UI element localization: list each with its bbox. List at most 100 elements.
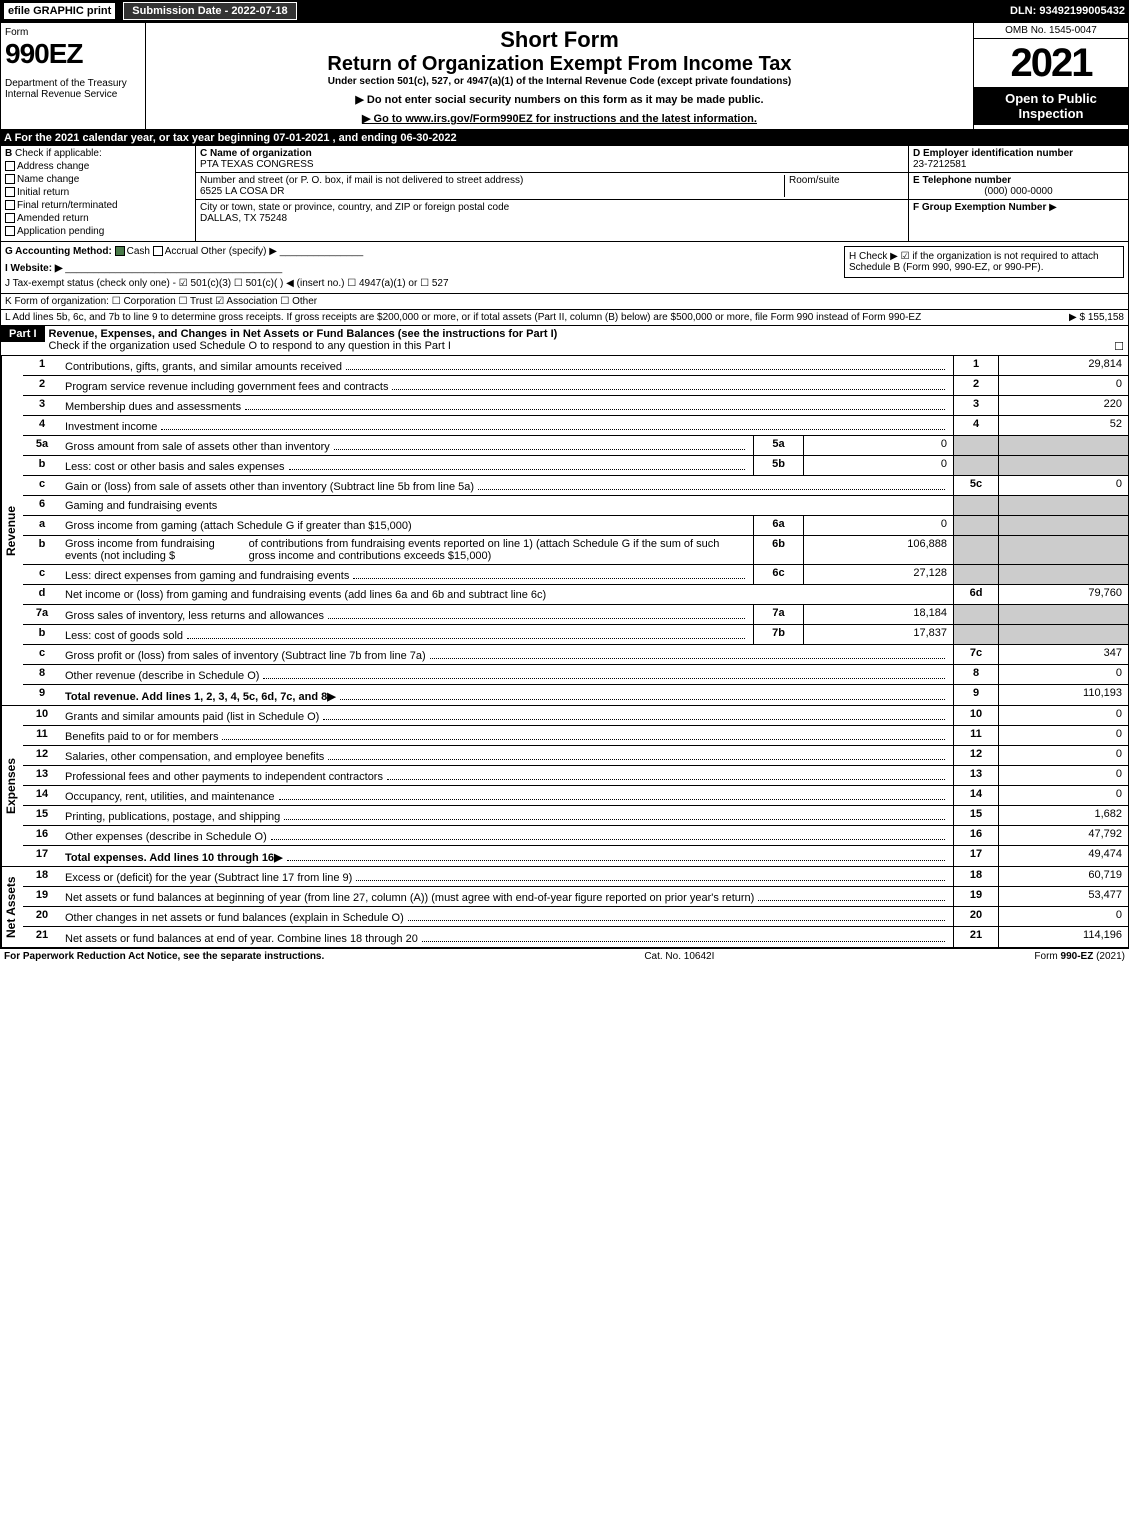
- l-text: L Add lines 5b, 6c, and 7b to line 9 to …: [5, 312, 921, 323]
- dln: DLN: 93492199005432: [1010, 5, 1125, 17]
- addr-change-cb[interactable]: [5, 161, 15, 171]
- footer-center: Cat. No. 10642I: [644, 951, 714, 962]
- line-5b-subval: 0: [803, 456, 953, 475]
- open-inspection: Open to Public Inspection: [974, 87, 1128, 125]
- form-number: 990EZ: [5, 38, 141, 70]
- line-6-desc: Gaming and fundraising events: [65, 500, 217, 512]
- line-4-val: 52: [998, 416, 1128, 435]
- d-label: D Employer identification number: [913, 148, 1124, 159]
- amended-cb[interactable]: [5, 213, 15, 223]
- line-7b-sub: 7b: [753, 625, 803, 644]
- line-10-num: 10: [953, 706, 998, 725]
- line-8-num: 8: [953, 665, 998, 684]
- c-name-label: C Name of organization: [200, 148, 904, 159]
- pending-cb[interactable]: [5, 226, 15, 236]
- l-amount: ▶ $ 155,158: [1069, 312, 1124, 323]
- line-11-num: 11: [953, 726, 998, 745]
- b-label: B: [5, 148, 12, 159]
- line-5b-sub: 5b: [753, 456, 803, 475]
- part-i-subtitle: Check if the organization used Schedule …: [49, 340, 451, 352]
- line-20-num: 20: [953, 907, 998, 926]
- h-box: H Check ▶ ☑ if the organization is not r…: [844, 246, 1124, 278]
- line-5c-desc: Gain or (loss) from sale of assets other…: [65, 481, 474, 493]
- city: DALLAS, TX 75248: [200, 213, 904, 224]
- final-return: Final return/terminated: [17, 200, 118, 211]
- street: 6525 LA COSA DR: [200, 186, 784, 197]
- line-6d-num: 6d: [953, 585, 998, 604]
- line-9-desc: Total revenue. Add lines 1, 2, 3, 4, 5c,…: [65, 691, 327, 703]
- line-19-num: 19: [953, 887, 998, 906]
- name-change-cb[interactable]: [5, 174, 15, 184]
- line-20-val: 0: [998, 907, 1128, 926]
- line-6a-desc: Gross income from gaming (attach Schedul…: [65, 520, 412, 532]
- efile-label[interactable]: efile GRAPHIC print: [4, 3, 115, 19]
- f-label: F Group Exemption Number: [913, 202, 1046, 213]
- tax-year: 2021: [974, 39, 1128, 87]
- accrual-cb[interactable]: [153, 246, 163, 256]
- org-name: PTA TEXAS CONGRESS: [200, 159, 904, 170]
- line-8-desc: Other revenue (describe in Schedule O): [65, 670, 259, 682]
- city-label: City or town, state or province, country…: [200, 202, 904, 213]
- expenses-table: Expenses 10Grants and similar amounts pa…: [0, 706, 1129, 867]
- line-7a-sub: 7a: [753, 605, 803, 624]
- line-6b-sub: 6b: [753, 536, 803, 564]
- short-form: Short Form: [154, 27, 965, 53]
- name-change: Name change: [17, 174, 79, 185]
- line-10-val: 0: [998, 706, 1128, 725]
- line-6d-desc: Net income or (loss) from gaming and fun…: [65, 589, 546, 601]
- footer-left: For Paperwork Reduction Act Notice, see …: [4, 951, 324, 962]
- line-3-desc: Membership dues and assessments: [65, 401, 241, 413]
- line-16-desc: Other expenses (describe in Schedule O): [65, 831, 267, 843]
- submission-date: Submission Date - 2022-07-18: [123, 2, 296, 20]
- line-12-val: 0: [998, 746, 1128, 765]
- line-6a-subval: 0: [803, 516, 953, 535]
- revenue-label: Revenue: [1, 356, 23, 705]
- line-3-num: 3: [953, 396, 998, 415]
- under-section: Under section 501(c), 527, or 4947(a)(1)…: [154, 76, 965, 87]
- line-5a-desc: Gross amount from sale of assets other t…: [65, 441, 330, 453]
- section-a: A For the 2021 calendar year, or tax yea…: [0, 130, 1129, 146]
- line-14-num: 14: [953, 786, 998, 805]
- cash: Cash: [127, 246, 150, 257]
- line-5c-num: 5c: [953, 476, 998, 495]
- g-label: G Accounting Method:: [5, 246, 112, 257]
- line-19-val: 53,477: [998, 887, 1128, 906]
- line-7c-val: 347: [998, 645, 1128, 664]
- line-6a-sub: 6a: [753, 516, 803, 535]
- line-14-desc: Occupancy, rent, utilities, and maintena…: [65, 791, 275, 803]
- info-section: B Check if applicable: Address change Na…: [0, 146, 1129, 242]
- line-4-num: 4: [953, 416, 998, 435]
- j-section: J Tax-exempt status (check only one) - ☑…: [5, 278, 1124, 289]
- amended-return: Amended return: [17, 213, 89, 224]
- addr-change: Address change: [17, 161, 89, 172]
- ein: 23-7212581: [913, 159, 1124, 170]
- go-to-link[interactable]: ▶ Go to www.irs.gov/Form990EZ for instru…: [362, 113, 757, 125]
- omb: OMB No. 1545-0047: [974, 23, 1128, 39]
- line-5c-val: 0: [998, 476, 1128, 495]
- accrual: Accrual: [165, 246, 198, 257]
- line-21-desc: Net assets or fund balances at end of ye…: [65, 933, 418, 945]
- line-7c-desc: Gross profit or (loss) from sales of inv…: [65, 650, 426, 662]
- final-cb[interactable]: [5, 200, 15, 210]
- line-15-num: 15: [953, 806, 998, 825]
- line-1-val: 29,814: [998, 356, 1128, 375]
- form-label: Form: [5, 27, 141, 38]
- other: Other (specify) ▶: [201, 246, 277, 257]
- i-label: I Website: ▶: [5, 263, 63, 274]
- line-14-val: 0: [998, 786, 1128, 805]
- line-6c-sub: 6c: [753, 565, 803, 584]
- line-7b-desc: Less: cost of goods sold: [65, 630, 183, 642]
- phone: (000) 000-0000: [913, 186, 1124, 197]
- line-18-num: 18: [953, 867, 998, 886]
- initial-cb[interactable]: [5, 187, 15, 197]
- footer-right: Form 990-EZ (2021): [1034, 951, 1125, 962]
- line-7a-desc: Gross sales of inventory, less returns a…: [65, 610, 324, 622]
- cash-cb[interactable]: [115, 246, 125, 256]
- line-6b-subval: 106,888: [803, 536, 953, 564]
- line-3-val: 220: [998, 396, 1128, 415]
- application-pending: Application pending: [17, 226, 104, 237]
- part-i-row: Part I Revenue, Expenses, and Changes in…: [0, 326, 1129, 356]
- line-6d-val: 79,760: [998, 585, 1128, 604]
- net-assets-table: Net Assets 18Excess or (deficit) for the…: [0, 867, 1129, 948]
- line-20-desc: Other changes in net assets or fund bala…: [65, 912, 404, 924]
